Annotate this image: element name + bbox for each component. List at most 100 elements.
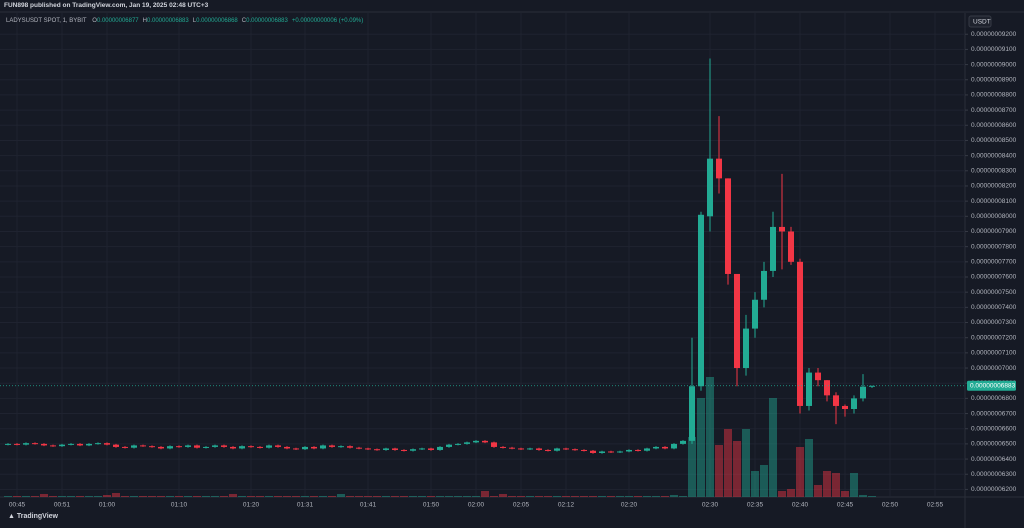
x-tick-label: 02:35 — [747, 502, 764, 509]
x-tick-label: 02:55 — [927, 502, 944, 509]
candle-body — [311, 446, 317, 449]
y-tick-label: 0.00000007500 — [971, 289, 1017, 296]
volume-bar — [4, 496, 12, 497]
candle-body — [752, 299, 758, 329]
volume-bar — [715, 445, 723, 497]
volume-bar — [634, 496, 642, 497]
candle-body — [671, 443, 677, 449]
candle-body — [617, 451, 623, 453]
candle-body — [473, 440, 479, 443]
candle-body — [104, 443, 110, 445]
candle-body — [743, 328, 749, 369]
volume-bar — [571, 496, 579, 497]
candle-body — [50, 445, 56, 447]
candle-body — [437, 446, 443, 450]
y-tick-label: 0.00000009200 — [971, 31, 1017, 38]
candle-body — [518, 448, 524, 450]
candle-body — [779, 226, 785, 232]
candle-body — [356, 447, 362, 449]
volume-bar — [616, 496, 624, 497]
volume-bar — [841, 491, 849, 497]
candle-body — [131, 445, 137, 448]
x-tick-label: 01:31 — [297, 502, 314, 509]
volume-bar — [94, 496, 102, 497]
volume-bar — [508, 496, 516, 497]
volume-bar — [679, 496, 687, 497]
volume-bar — [436, 496, 444, 497]
candle-body — [716, 158, 722, 179]
candle-body — [32, 443, 38, 445]
y-tick-label: 0.00000006300 — [971, 471, 1017, 478]
candle-body — [482, 440, 488, 443]
candle-body — [788, 231, 794, 262]
candle-body — [581, 449, 587, 451]
candle-body — [869, 385, 875, 387]
candle-body — [212, 445, 218, 447]
grid — [0, 13, 965, 497]
legend-value: 0.00000006877 — [96, 18, 139, 24]
x-tick-label: 02:12 — [558, 502, 575, 509]
volume-bar — [364, 496, 372, 497]
y-tick-label: 0.00000008100 — [971, 198, 1017, 205]
candle-body — [257, 446, 263, 448]
candle-body — [284, 446, 290, 449]
y-tick-label: 0.00000007400 — [971, 304, 1017, 311]
volume-bar — [499, 494, 507, 497]
volume-bar — [859, 495, 867, 497]
volume-bar — [526, 496, 534, 497]
volume-bar — [688, 437, 696, 497]
volume-bar — [157, 496, 165, 497]
legend-key: L — [192, 18, 197, 24]
y-tick-label: 0.00000007800 — [971, 243, 1017, 250]
volume-bar — [382, 496, 390, 497]
candle-body — [383, 448, 389, 450]
volume-bar — [409, 496, 417, 497]
y-tick-label: 0.00000007300 — [971, 319, 1017, 326]
volume-bar — [229, 494, 237, 497]
candle-body — [842, 405, 848, 409]
candle-body — [374, 449, 380, 451]
candle-body — [401, 449, 407, 451]
volume-bar — [517, 496, 525, 497]
legend-value: 0.00000006883 — [246, 18, 288, 24]
volume-bar — [346, 496, 354, 497]
candle-body — [662, 446, 668, 449]
candle-body — [221, 445, 227, 447]
candle-body — [158, 446, 164, 449]
x-tick-label: 02:00 — [468, 502, 485, 509]
candle-body — [149, 446, 155, 448]
volume-bar — [706, 377, 714, 497]
symbol: LADYSUSDT SPOT, 1, BYBIT — [6, 18, 87, 24]
x-tick-label: 02:05 — [513, 502, 530, 509]
x-tick-label: 01:41 — [360, 502, 377, 509]
candle-body — [680, 440, 686, 444]
legend: LADYSUSDT SPOT, 1, BYBIT O0.00000006877 H… — [6, 18, 367, 24]
volume-bar — [292, 496, 300, 497]
price-tag — [967, 380, 1016, 391]
legend-key: H — [142, 18, 147, 24]
candle-body — [653, 446, 659, 449]
y-tick-label: 0.00000008600 — [971, 122, 1017, 129]
candle-body — [392, 448, 398, 450]
candle-body — [851, 398, 857, 409]
y-tick-label: 0.00000008200 — [971, 183, 1017, 190]
volume-bar — [175, 496, 183, 497]
candle-body — [329, 445, 335, 447]
volume-bar — [643, 496, 651, 497]
candle-body — [77, 443, 83, 446]
volume-bar — [598, 496, 606, 497]
volume-bar — [391, 496, 399, 497]
x-tick-label: 02:40 — [792, 502, 809, 509]
candle-body — [410, 449, 416, 451]
candle-body — [122, 446, 128, 448]
candle-body — [5, 443, 11, 445]
candle-body — [707, 158, 713, 217]
volume-bar — [400, 496, 408, 497]
candle-body — [797, 261, 803, 406]
x-tick-label: 00:51 — [54, 502, 71, 509]
candle-body — [347, 446, 353, 448]
candle-body — [194, 445, 200, 448]
volume-bar — [868, 496, 876, 497]
candle-body — [761, 270, 767, 300]
